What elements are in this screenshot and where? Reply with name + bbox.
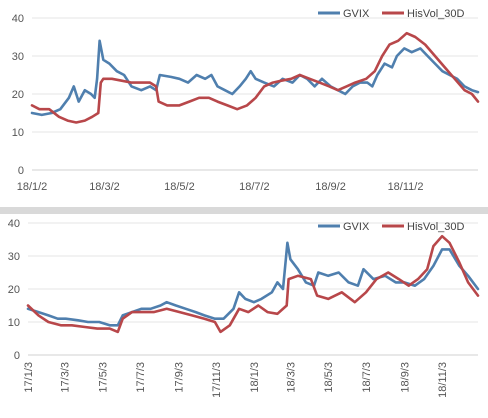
series-line-gvix xyxy=(26,241,480,327)
x-tick-label: 17/7/3 xyxy=(135,362,147,393)
bottom-chart-panel: 0 10 20 30 40 17/1/3 17/3/3 17/5/3 17/7/3 17/9/3 1… xyxy=(0,214,488,413)
x-tick-label: 18/7/2 xyxy=(239,181,270,193)
y-tick-label: 10 xyxy=(8,317,20,329)
legend: GVIX HisVol_30D xyxy=(318,8,465,20)
legend-label: HisVol_30D xyxy=(407,221,465,233)
y-tick-label: 40 xyxy=(8,218,20,230)
y-tick-label: 20 xyxy=(8,284,20,296)
x-tick-label: 18/3/3 xyxy=(285,362,297,393)
x-tick-label: 17/5/3 xyxy=(97,362,109,393)
legend-label: HisVol_30D xyxy=(407,8,465,20)
x-tick-label: 17/1/3 xyxy=(23,362,35,393)
y-tick-label: 0 xyxy=(18,165,24,177)
legend: GVIX HisVol_30D xyxy=(318,221,465,233)
y-tick-label: 0 xyxy=(14,350,20,362)
x-tick-label: 18/9/2 xyxy=(315,181,346,193)
top-line-chart: 0 10 20 30 40 18/1/2 18/3/2 18/5/2 18/7/2 18/9/2 1… xyxy=(12,8,480,193)
x-tick-label: 18/1/3 xyxy=(249,362,261,393)
y-tick-label: 20 xyxy=(12,89,24,101)
x-tick-label: 18/5/3 xyxy=(323,362,335,393)
x-tick-label: 17/3/3 xyxy=(60,362,72,393)
panel-separator xyxy=(0,207,488,214)
x-tick-label: 18/5/2 xyxy=(164,181,195,193)
x-tick-label: 18/9/3 xyxy=(399,362,411,393)
y-tick-label: 30 xyxy=(8,251,20,263)
series-line-hisvol-30d xyxy=(26,234,480,334)
legend-label: GVIX xyxy=(343,8,370,20)
y-tick-label: 30 xyxy=(12,51,24,63)
x-tick-label: 18/3/2 xyxy=(89,181,120,193)
y-tick-label: 10 xyxy=(12,127,24,139)
x-tick-label: 17/9/3 xyxy=(173,362,185,393)
x-tick-label: 18/1/2 xyxy=(17,181,48,193)
x-tick-label: 18/11/2 xyxy=(388,181,424,193)
bottom-line-chart: 0 10 20 30 40 17/1/3 17/3/3 17/5/3 17/7/3 17/9/3 1… xyxy=(8,218,480,398)
legend-label: GVIX xyxy=(343,221,370,233)
series-line-gvix xyxy=(30,39,480,117)
series-line-hisvol-30d xyxy=(30,31,480,124)
x-tick-label: 18/11/3 xyxy=(437,362,449,398)
y-tick-label: 40 xyxy=(12,13,24,25)
x-tick-label: 17/11/3 xyxy=(211,362,223,398)
x-tick-label: 18/7/3 xyxy=(361,362,373,393)
top-chart-panel: 0 10 20 30 40 18/1/2 18/3/2 18/5/2 18/7/2 18/9/2 1… xyxy=(0,0,488,207)
